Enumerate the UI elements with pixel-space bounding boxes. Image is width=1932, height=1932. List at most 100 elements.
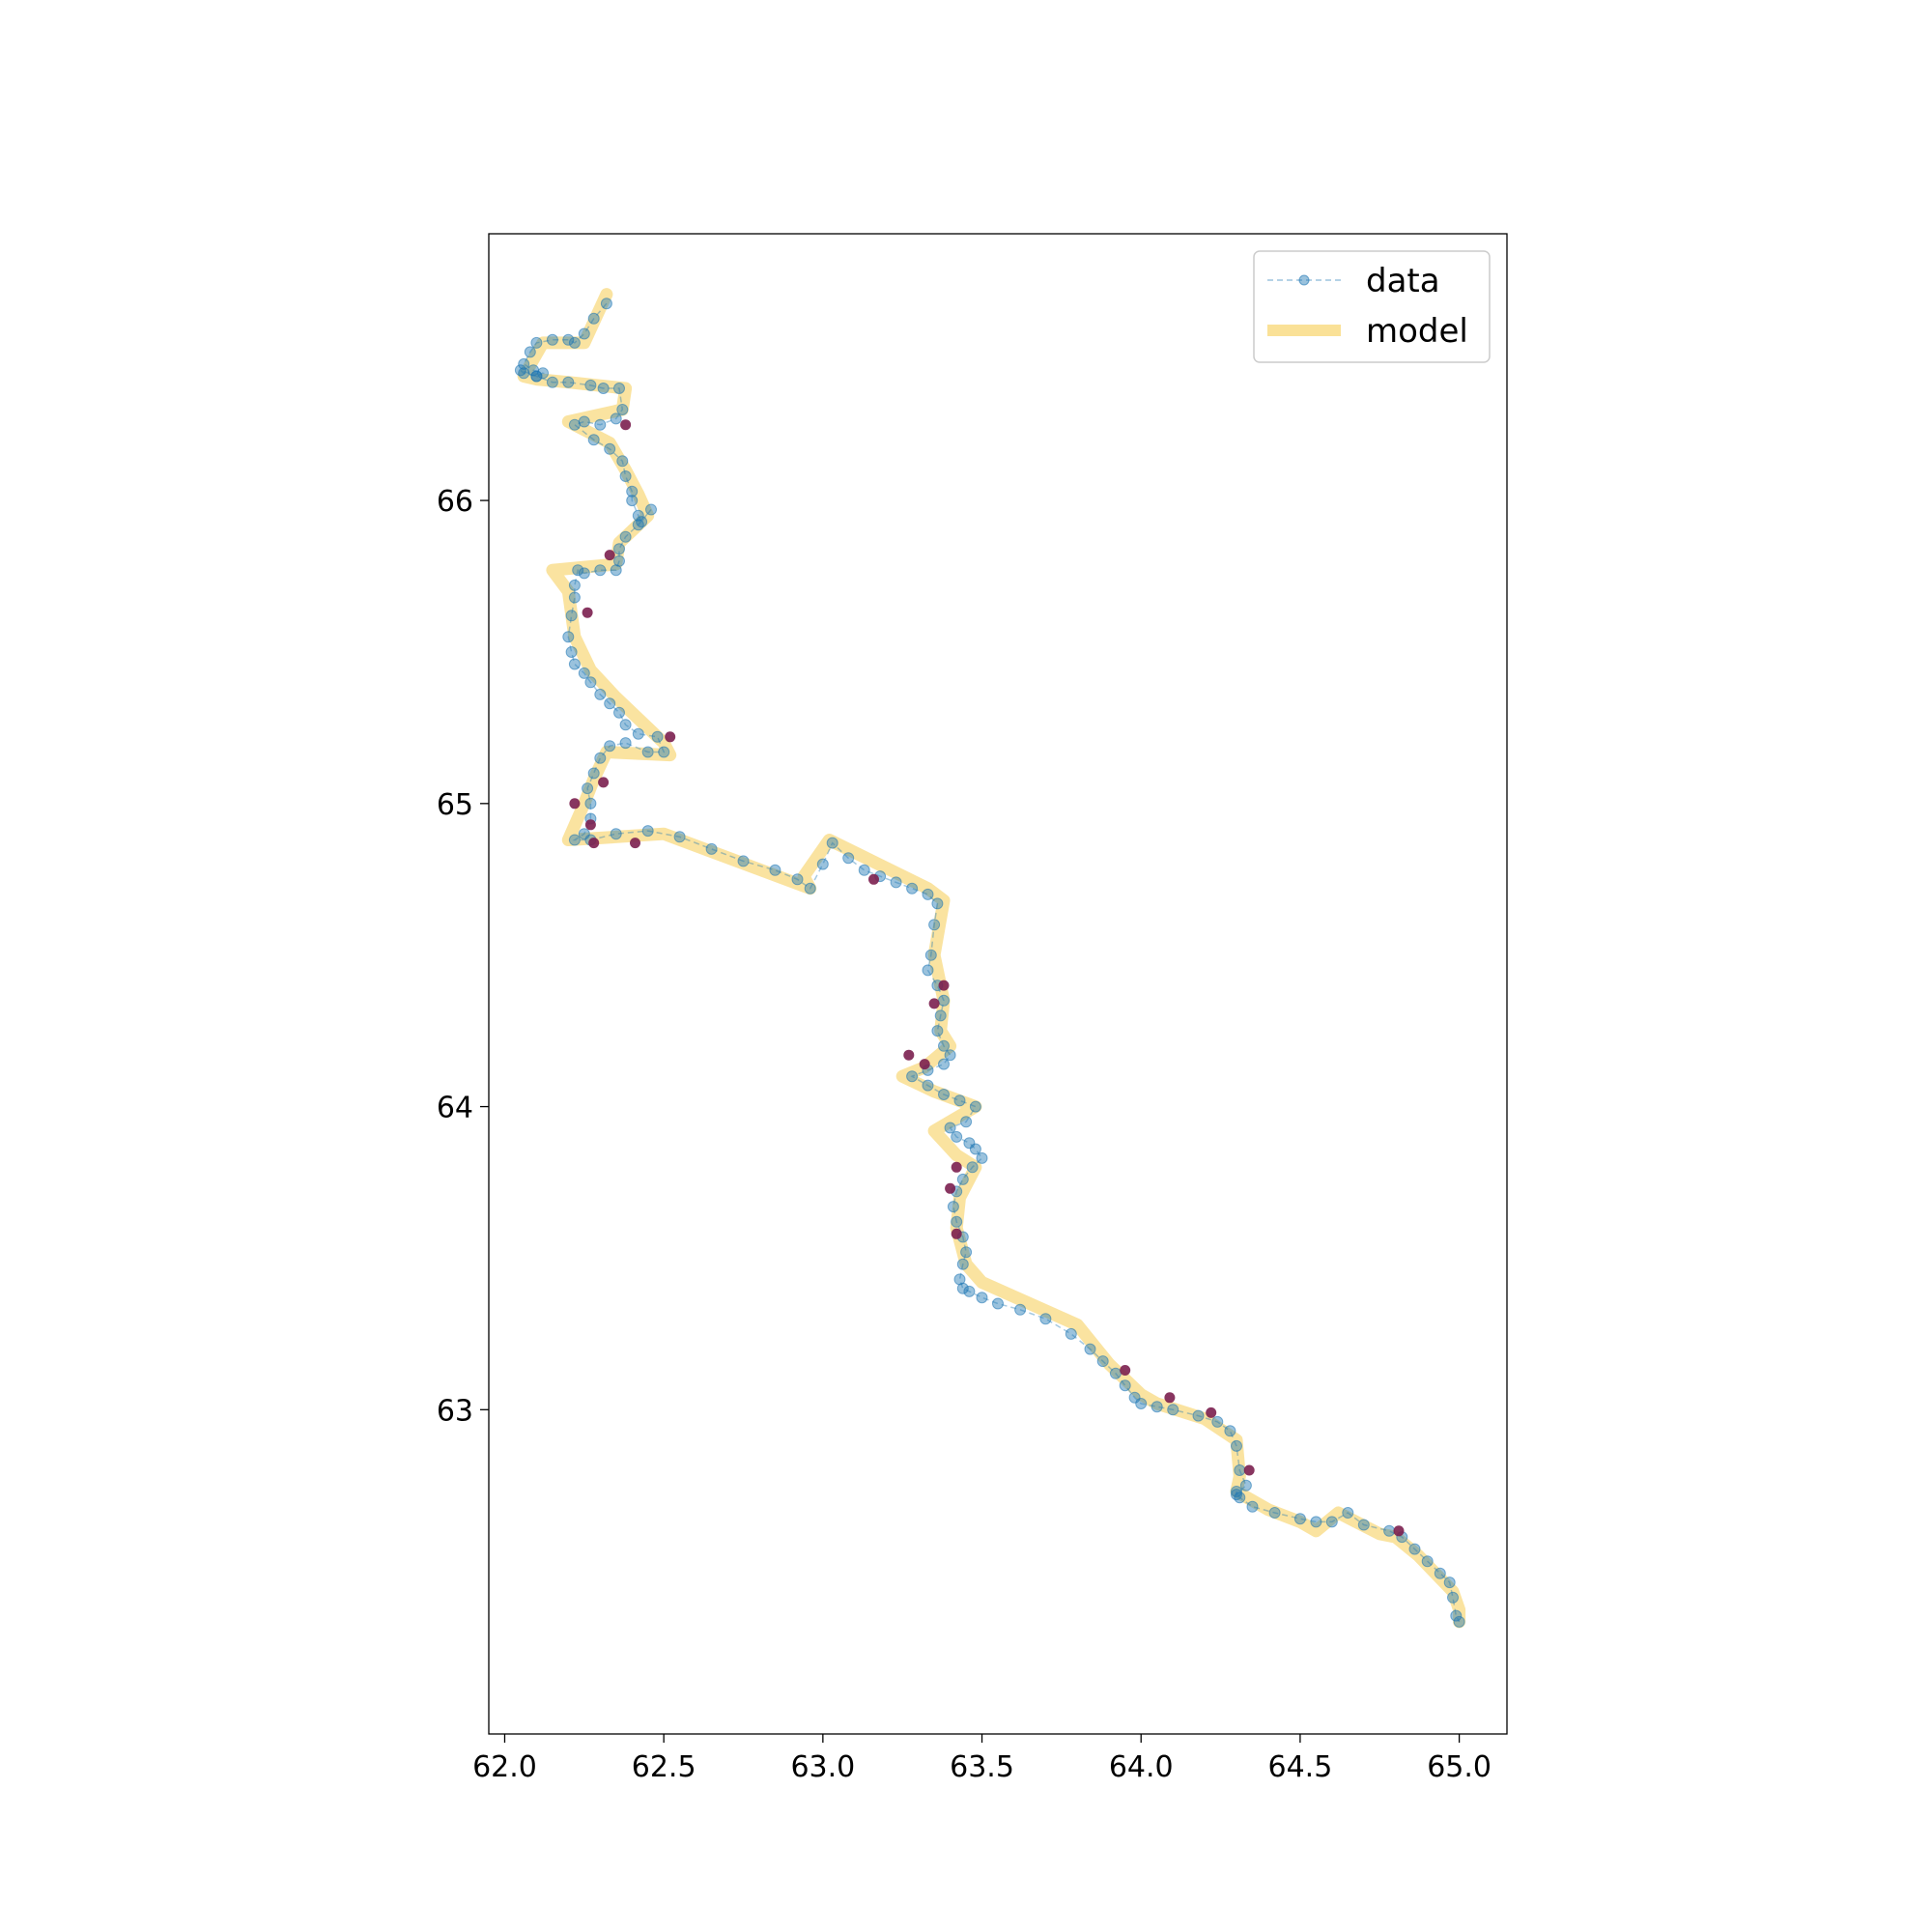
- legend-data-label: data: [1366, 262, 1440, 300]
- data-point: [1096, 1355, 1109, 1368]
- data-point: [1151, 1401, 1163, 1413]
- data-point: [960, 1246, 973, 1259]
- x-tick-label: 62.0: [472, 1750, 537, 1784]
- data-point: [791, 873, 804, 886]
- data-layer: [514, 298, 1465, 1628]
- outlier-point: [665, 731, 676, 743]
- data-point: [619, 719, 632, 731]
- data-point: [960, 1116, 973, 1128]
- data-point: [956, 1258, 969, 1270]
- data-point: [568, 658, 581, 670]
- data-point: [572, 564, 584, 577]
- data-point: [816, 858, 829, 870]
- data-point: [1014, 1303, 1027, 1316]
- data-point: [546, 376, 558, 388]
- model-layer: [517, 288, 1466, 1629]
- data-line: [520, 302, 1461, 1623]
- data-point: [1234, 1464, 1246, 1476]
- data-point: [969, 1143, 981, 1155]
- x-tick-label: 64.0: [1109, 1750, 1174, 1784]
- data-point: [651, 730, 664, 743]
- data-point: [1065, 1327, 1077, 1340]
- data-point: [600, 298, 612, 310]
- data-point: [963, 1285, 976, 1297]
- data-point: [641, 825, 654, 838]
- data-point: [616, 404, 629, 415]
- data-point: [953, 1094, 966, 1107]
- data-point: [594, 418, 607, 431]
- data-point: [562, 631, 575, 643]
- data-point: [619, 530, 632, 543]
- data-point: [1450, 1609, 1463, 1622]
- data-point: [928, 919, 941, 931]
- y-tick-label: 64: [437, 1092, 473, 1125]
- data-point: [1084, 1343, 1096, 1355]
- data-point: [594, 752, 607, 764]
- outlier-point: [1206, 1406, 1217, 1418]
- outlier-point: [919, 1059, 930, 1070]
- data-point: [931, 1025, 944, 1037]
- data-point: [568, 591, 581, 604]
- data-point: [632, 727, 644, 740]
- data-point: [645, 503, 657, 516]
- x-tick-label: 63.0: [790, 1750, 855, 1784]
- data-point: [578, 667, 590, 679]
- data-point: [931, 897, 944, 910]
- data-point: [1383, 1524, 1396, 1537]
- data-point: [1342, 1507, 1354, 1519]
- data-point: [1421, 1555, 1434, 1568]
- x-axis: 62.0 62.5 63.0 63.5 64.0 64.5 65.0: [472, 1734, 1492, 1784]
- data-point: [582, 782, 594, 795]
- data-point: [992, 1297, 1004, 1310]
- data-point: [1234, 1492, 1246, 1504]
- data-point: [613, 543, 625, 555]
- data-point: [1167, 1404, 1179, 1416]
- data-point: [1268, 1507, 1281, 1519]
- data-point: [587, 434, 600, 446]
- data-point: [737, 855, 750, 867]
- data-point: [1039, 1313, 1052, 1325]
- data-point: [565, 610, 578, 622]
- y-tick-label: 66: [437, 485, 473, 519]
- legend: data model: [1253, 250, 1491, 363]
- outlier-point: [903, 1049, 915, 1061]
- data-point: [1443, 1577, 1456, 1589]
- outlier-point: [1120, 1365, 1131, 1376]
- data-point: [934, 1009, 947, 1022]
- data-point: [976, 1151, 988, 1164]
- axes-frame: [488, 233, 1508, 1735]
- legend-model-label: model: [1366, 312, 1468, 351]
- data-point: [578, 327, 590, 340]
- data-point: [1239, 1479, 1252, 1492]
- data-point: [890, 876, 902, 889]
- data-point: [587, 312, 600, 325]
- data-point: [546, 333, 558, 346]
- outlier-point: [630, 838, 640, 849]
- x-tick-label: 64.5: [1268, 1750, 1333, 1784]
- data-point: [947, 1201, 959, 1213]
- data-point: [610, 564, 622, 577]
- data-point: [858, 864, 870, 876]
- outlier-point: [1393, 1525, 1405, 1537]
- data-point: [562, 376, 575, 388]
- data-point: [594, 564, 607, 577]
- data-point: [604, 740, 616, 753]
- data-point: [613, 706, 625, 719]
- data-point: [616, 455, 629, 468]
- data-point: [641, 746, 654, 758]
- data-point: [1192, 1409, 1205, 1422]
- data-point: [584, 797, 597, 810]
- y-tick-label: 65: [437, 788, 473, 822]
- data-point: [938, 1089, 950, 1100]
- outlier-point: [569, 798, 581, 810]
- data-point: [951, 1215, 963, 1228]
- data-point: [518, 357, 530, 370]
- data-point: [568, 336, 581, 349]
- outlier-point: [945, 1182, 956, 1194]
- data-point: [514, 364, 526, 377]
- data-point: [1135, 1398, 1148, 1409]
- data-point: [562, 333, 575, 346]
- data-point: [530, 370, 543, 383]
- legend-data-marker: [1298, 274, 1310, 286]
- data-point: [578, 567, 590, 580]
